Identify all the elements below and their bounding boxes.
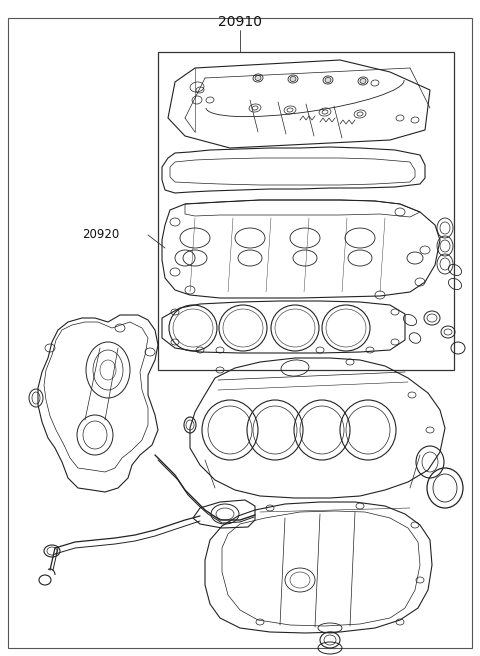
Text: 20910: 20910 bbox=[218, 15, 262, 29]
Ellipse shape bbox=[360, 79, 366, 83]
Ellipse shape bbox=[290, 77, 296, 81]
Text: 20920: 20920 bbox=[82, 228, 119, 241]
Ellipse shape bbox=[255, 75, 261, 81]
Ellipse shape bbox=[325, 77, 331, 83]
